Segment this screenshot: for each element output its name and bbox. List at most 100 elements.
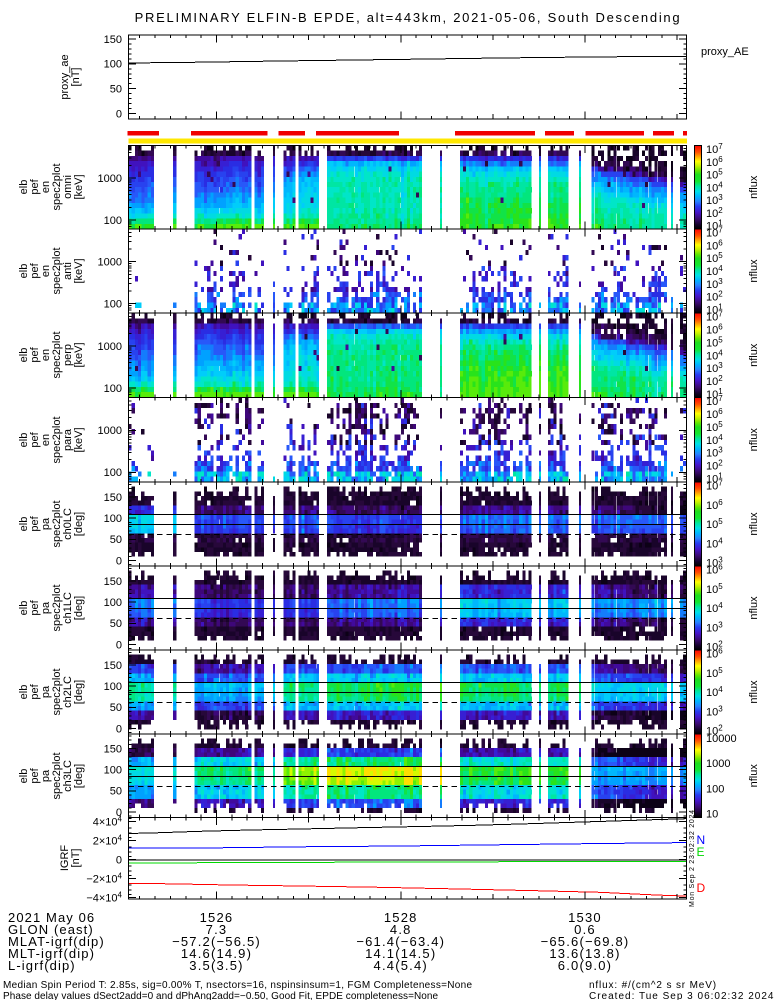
svg-text:1000: 1000 [98, 173, 122, 185]
svg-text:pef: pef [29, 683, 41, 699]
svg-text:14.1(14.5): 14.1(14.5) [365, 946, 436, 961]
svg-text:1000: 1000 [98, 257, 122, 269]
svg-text:−2×104: −2×104 [86, 871, 122, 885]
svg-text:[keV]: [keV] [73, 258, 85, 283]
svg-text:spec2plot: spec2plot [51, 668, 63, 715]
svg-text:2021 May 06: 2021 May 06 [8, 910, 95, 925]
svg-text:100: 100 [104, 215, 122, 227]
svg-text:MLT-igrf(dip): MLT-igrf(dip) [8, 946, 95, 961]
svg-text:150: 150 [104, 34, 122, 46]
svg-text:1528: 1528 [384, 910, 418, 925]
svg-text:en: en [40, 265, 52, 277]
svg-text:nflux: nflux [748, 343, 760, 367]
svg-text:ch3LC: ch3LC [62, 760, 74, 792]
svg-text:4.4(5.4): 4.4(5.4) [374, 958, 428, 973]
svg-text:pa: pa [40, 685, 52, 698]
svg-text:4×104: 4×104 [93, 814, 123, 828]
svg-text:150: 150 [104, 492, 122, 504]
svg-text:6.0(9.0): 6.0(9.0) [558, 958, 612, 973]
svg-text:[keV]: [keV] [73, 427, 85, 452]
svg-text:pa: pa [40, 769, 52, 782]
svg-text:spec2plot: spec2plot [51, 331, 63, 378]
svg-text:pef: pef [29, 178, 41, 194]
svg-text:nflux: nflux [748, 259, 760, 283]
svg-text:proxy_AE: proxy_AE [701, 46, 749, 58]
svg-text:1526: 1526 [200, 910, 234, 925]
svg-text:0: 0 [116, 723, 122, 735]
svg-text:14.6(14.9): 14.6(14.9) [181, 946, 252, 961]
svg-text:[keV]: [keV] [73, 342, 85, 367]
svg-text:pef: pef [29, 599, 41, 615]
svg-text:1530: 1530 [568, 910, 602, 925]
svg-text:150: 150 [104, 576, 122, 588]
svg-text:elb: elb [18, 769, 30, 784]
svg-text:[deg]: [deg] [73, 512, 85, 536]
svg-text:50: 50 [110, 534, 122, 546]
svg-text:ch2LC: ch2LC [62, 676, 74, 708]
svg-text:[keV]: [keV] [73, 174, 85, 199]
svg-text:13.6(13.8): 13.6(13.8) [549, 946, 620, 961]
svg-text:100: 100 [706, 783, 724, 795]
svg-text:[deg]: [deg] [73, 764, 85, 788]
svg-text:10000: 10000 [706, 733, 737, 745]
svg-text:50: 50 [110, 84, 122, 96]
svg-text:1000: 1000 [98, 425, 122, 437]
svg-text:pef: pef [29, 346, 41, 362]
svg-text:pef: pef [29, 767, 41, 783]
svg-text:spec2plot: spec2plot [51, 752, 63, 799]
svg-text:0: 0 [116, 807, 122, 819]
svg-text:−61.4(−63.4): −61.4(−63.4) [356, 934, 445, 949]
svg-text:10: 10 [706, 809, 718, 821]
svg-text:[nT]: [nT] [70, 68, 82, 87]
svg-text:MLAT-igrf(dip): MLAT-igrf(dip) [8, 934, 105, 949]
svg-text:elb: elb [18, 601, 30, 616]
svg-text:pef: pef [29, 431, 41, 447]
svg-text:elb: elb [18, 433, 30, 448]
svg-text:E: E [697, 845, 705, 859]
svg-text:pa: pa [40, 517, 52, 530]
svg-text:spec2plot: spec2plot [51, 163, 63, 210]
svg-text:elb: elb [18, 348, 30, 363]
svg-text:elb: elb [18, 264, 30, 279]
svg-text:pef: pef [29, 262, 41, 278]
svg-text:spec2plot: spec2plot [51, 500, 63, 547]
svg-text:0: 0 [116, 108, 122, 120]
svg-text:150: 150 [104, 743, 122, 755]
svg-text:7.3: 7.3 [206, 922, 228, 937]
svg-text:1000: 1000 [98, 341, 122, 353]
svg-text:150: 150 [104, 660, 122, 672]
svg-text:[deg]: [deg] [73, 680, 85, 704]
svg-text:100: 100 [104, 467, 122, 479]
svg-text:para: para [62, 428, 74, 451]
svg-text:ch0LC: ch0LC [62, 508, 74, 540]
svg-text:0: 0 [116, 555, 122, 567]
svg-text:en: en [40, 434, 52, 446]
svg-text:100: 100 [104, 383, 122, 395]
svg-text:nflux: #/(cm^2 s sr MeV): nflux: #/(cm^2 s sr MeV) [589, 980, 717, 991]
svg-text:D: D [697, 881, 706, 895]
svg-text:50: 50 [110, 618, 122, 630]
svg-text:PRELIMINARY ELFIN-B EPDE, alt=: PRELIMINARY ELFIN-B EPDE, alt=443km, 202… [135, 10, 682, 25]
svg-text:L-igrf(dip): L-igrf(dip) [8, 958, 76, 973]
svg-text:3.5(3.5): 3.5(3.5) [189, 958, 243, 973]
svg-text:Median Spin Period T: 2.85s, s: Median Spin Period T: 2.85s, sig=0.00% T… [3, 980, 473, 991]
svg-text:ch1LC: ch1LC [62, 592, 74, 624]
svg-text:N: N [697, 833, 706, 847]
svg-text:elb: elb [18, 685, 30, 700]
svg-text:100: 100 [104, 59, 122, 71]
svg-text:50: 50 [110, 702, 122, 714]
svg-text:100: 100 [104, 597, 122, 609]
svg-text:GLON (east): GLON (east) [8, 922, 94, 937]
svg-text:[nT]: [nT] [70, 849, 82, 868]
svg-text:100: 100 [104, 299, 122, 311]
svg-text:pa: pa [40, 601, 52, 614]
svg-text:nflux: nflux [748, 428, 760, 452]
svg-text:nflux: nflux [748, 512, 760, 536]
svg-text:0.6: 0.6 [574, 922, 596, 937]
svg-text:pef: pef [29, 515, 41, 531]
svg-text:elb: elb [18, 517, 30, 532]
svg-text:en: en [40, 349, 52, 361]
svg-text:elb: elb [18, 180, 30, 195]
svg-text:[deg]: [deg] [73, 596, 85, 620]
svg-text:Mon Sep 2 23:02:32 2024: Mon Sep 2 23:02:32 2024 [689, 809, 696, 907]
